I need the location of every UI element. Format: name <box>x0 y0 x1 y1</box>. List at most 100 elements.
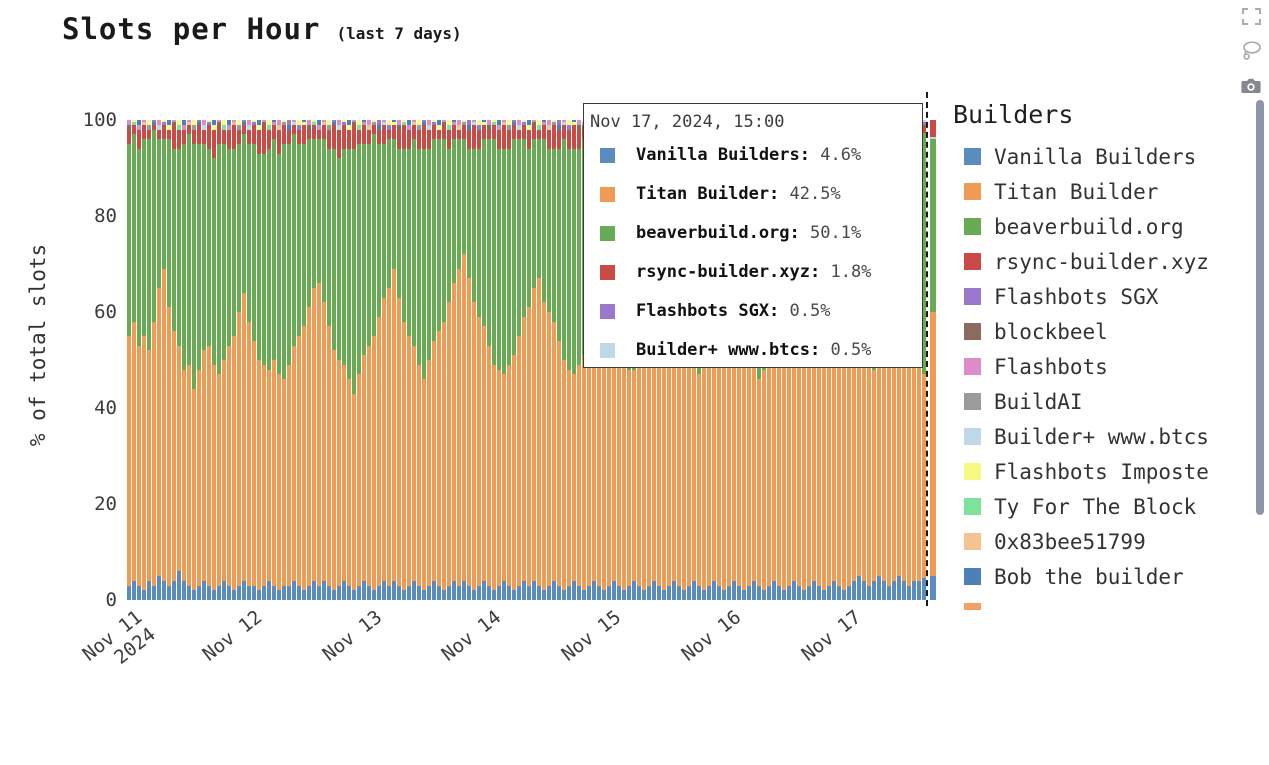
bar-hour-63[interactable] <box>442 120 446 600</box>
bar-hour-81[interactable] <box>532 120 536 600</box>
bar-hour-1[interactable] <box>132 120 136 600</box>
bar-segment-titan[interactable] <box>532 288 536 581</box>
bar-segment-other[interactable] <box>492 122 496 125</box>
bar-segment-titan[interactable] <box>397 297 401 586</box>
bar-segment-beaver[interactable] <box>497 148 501 370</box>
bar-segment-beaver[interactable] <box>172 148 176 332</box>
bar-segment-rsync[interactable] <box>237 129 241 145</box>
bar-segment-other[interactable] <box>552 122 556 125</box>
bar-segment-vanilla[interactable] <box>162 580 166 600</box>
bar-segment-vanilla[interactable] <box>322 580 326 600</box>
bar-hour-21[interactable] <box>232 120 236 600</box>
bar-segment-other[interactable] <box>172 120 176 123</box>
bar-segment-rsync[interactable] <box>307 129 311 140</box>
bar-segment-titan[interactable] <box>542 302 546 591</box>
bar-segment-titan[interactable] <box>177 345 181 572</box>
bar-segment-other[interactable] <box>492 120 496 123</box>
bar-segment-titan[interactable] <box>747 355 751 586</box>
bar-segment-rsync[interactable] <box>377 129 381 145</box>
bar-segment-other[interactable] <box>202 120 206 125</box>
bar-segment-rsync[interactable] <box>242 124 246 135</box>
bar-segment-other[interactable] <box>207 120 211 123</box>
bar-segment-titan[interactable] <box>877 350 881 576</box>
bar-segment-other[interactable] <box>257 124 261 130</box>
bar-hour-11[interactable] <box>182 120 186 600</box>
bar-segment-vanilla[interactable] <box>897 576 901 600</box>
bar-segment-rsync[interactable] <box>317 129 321 140</box>
bar-segment-titan[interactable] <box>217 374 221 586</box>
bar-segment-other[interactable] <box>402 120 406 123</box>
bar-segment-titan[interactable] <box>247 321 251 586</box>
bar-segment-beaver[interactable] <box>207 148 211 346</box>
bar-hour-13[interactable] <box>192 120 196 600</box>
bar-segment-titan[interactable] <box>632 369 636 581</box>
bar-segment-vanilla[interactable] <box>517 585 521 600</box>
bar-segment-rsync[interactable] <box>347 129 351 149</box>
bar-segment-other[interactable] <box>362 122 366 125</box>
bar-segment-other[interactable] <box>922 122 926 125</box>
bar-segment-rsync[interactable] <box>217 124 221 145</box>
bar-segment-titan[interactable] <box>897 292 901 576</box>
bar-segment-rsync[interactable] <box>282 124 286 145</box>
bar-segment-beaver[interactable] <box>192 144 196 389</box>
bar-segment-beaver[interactable] <box>272 139 276 361</box>
bar-segment-other[interactable] <box>307 120 311 125</box>
bar-segment-vanilla[interactable] <box>407 585 411 600</box>
bar-segment-rsync[interactable] <box>182 129 186 145</box>
bar-segment-vanilla[interactable] <box>837 585 841 600</box>
bar-segment-vanilla[interactable] <box>452 580 456 600</box>
bar-segment-other[interactable] <box>242 120 246 123</box>
bar-segment-other[interactable] <box>427 124 431 130</box>
bar-segment-vanilla[interactable] <box>537 585 541 600</box>
bar-segment-titan[interactable] <box>367 345 371 586</box>
bar-segment-rsync[interactable] <box>522 124 526 140</box>
bar-segment-other[interactable] <box>562 120 566 123</box>
bar-segment-titan[interactable] <box>822 345 826 591</box>
bar-hour-42[interactable] <box>337 120 341 600</box>
bar-segment-vanilla[interactable] <box>402 590 406 600</box>
bar-segment-other[interactable] <box>387 120 391 125</box>
bar-segment-titan[interactable] <box>872 369 876 581</box>
bar-segment-vanilla[interactable] <box>627 585 631 600</box>
bar-segment-titan[interactable] <box>432 340 436 581</box>
bar-segment-beaver[interactable] <box>277 153 281 375</box>
bar-segment-other[interactable] <box>322 122 326 125</box>
bar-segment-other[interactable] <box>267 124 271 130</box>
bar-segment-rsync[interactable] <box>512 124 516 140</box>
bar-segment-vanilla[interactable] <box>152 585 156 600</box>
bar-hour-24[interactable] <box>247 120 251 600</box>
bar-segment-titan[interactable] <box>812 364 816 581</box>
bar-hour-65[interactable] <box>452 120 456 600</box>
bar-segment-other[interactable] <box>542 120 546 123</box>
bar-segment-titan[interactable] <box>167 307 171 586</box>
bar-segment-titan[interactable] <box>802 350 806 591</box>
box-select-button[interactable] <box>1239 4 1263 28</box>
bar-segment-other[interactable] <box>552 120 556 123</box>
bar-segment-titan[interactable] <box>732 302 736 581</box>
bar-segment-other[interactable] <box>312 120 316 123</box>
bar-segment-rsync[interactable] <box>157 129 161 140</box>
bar-segment-vanilla[interactable] <box>572 580 576 600</box>
legend-item-rsync-builder-xyz[interactable]: rsync-builder.xyz <box>950 244 1256 279</box>
bar-segment-titan[interactable] <box>562 360 566 591</box>
bar-segment-vanilla[interactable] <box>922 577 926 600</box>
bar-segment-other[interactable] <box>337 120 341 125</box>
bar-segment-other[interactable] <box>252 120 256 123</box>
bar-hour-23[interactable] <box>242 120 246 600</box>
bar-segment-titan[interactable] <box>842 288 846 591</box>
bar-hour-5[interactable] <box>152 120 156 600</box>
bar-segment-vanilla[interactable] <box>472 590 476 600</box>
bar-hour-70[interactable] <box>477 120 481 600</box>
bar-segment-beaver[interactable] <box>212 158 216 365</box>
bar-segment-rsync[interactable] <box>257 129 261 154</box>
bar-segment-rsync[interactable] <box>172 124 176 149</box>
bar-hour-15[interactable] <box>202 120 206 600</box>
bar-segment-titan[interactable] <box>407 336 411 586</box>
bar-segment-beaver[interactable] <box>467 148 471 279</box>
bar-segment-titan[interactable] <box>582 355 586 591</box>
bar-segment-other[interactable] <box>222 120 226 125</box>
bar-segment-other[interactable] <box>472 122 476 125</box>
bar-hour-25[interactable] <box>252 120 256 600</box>
bar-segment-other[interactable] <box>262 120 266 123</box>
bar-segment-titan[interactable] <box>242 292 246 581</box>
